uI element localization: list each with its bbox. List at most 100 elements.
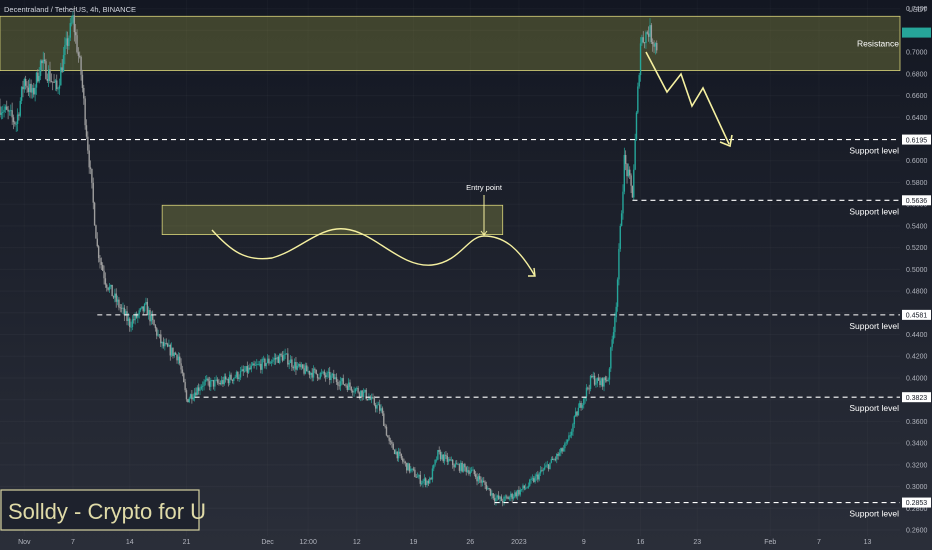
candle-body	[226, 379, 228, 380]
candle-body	[314, 368, 316, 370]
candle-body	[260, 363, 262, 370]
price-tick-label: 0.6000	[906, 158, 928, 165]
candle-body	[446, 455, 448, 462]
candle-body	[454, 463, 457, 468]
candle-body	[307, 371, 309, 372]
candle-body	[488, 488, 490, 489]
candle-body	[229, 374, 231, 384]
candle-body	[619, 225, 621, 249]
candle-body	[406, 462, 408, 471]
candle-body	[357, 387, 359, 393]
candle-body	[460, 462, 462, 471]
time-tick-label: 9	[582, 539, 586, 546]
resistance-zone	[0, 15, 901, 71]
candle-body	[124, 311, 127, 316]
price-flag-label: 0.4581	[906, 313, 928, 320]
candle-body	[629, 169, 631, 176]
candle-body	[579, 402, 581, 408]
candle-body	[447, 459, 450, 462]
candle-body	[276, 356, 278, 360]
candle-body	[497, 495, 500, 499]
candle-body	[422, 481, 424, 484]
candle-body	[545, 465, 547, 468]
candle-body	[427, 480, 430, 484]
candle-body	[241, 369, 243, 372]
time-tick-label: 13	[864, 539, 872, 546]
price-flag-label: 0.6195	[906, 137, 928, 144]
candle-body	[654, 42, 657, 47]
candle-body	[380, 408, 382, 411]
candle-body	[47, 69, 50, 81]
candle-body	[152, 314, 154, 320]
candle-body	[141, 306, 143, 309]
candle-body	[254, 365, 257, 366]
candle-body	[595, 383, 597, 385]
candle-body	[631, 185, 634, 198]
candle-body	[315, 369, 317, 374]
time-axis[interactable]: Nov 7 14 21 Dec 12:00 12 19 26 2023 9 16 23 Feb 7 13	[18, 539, 871, 546]
candle-body	[623, 154, 626, 192]
candle-body	[450, 459, 453, 461]
time-tick-label: 7	[817, 539, 821, 546]
candle-body	[131, 319, 134, 327]
candle-body	[156, 328, 158, 336]
candle-body	[426, 480, 428, 486]
candle-body	[541, 470, 543, 472]
time-tick-label: 12	[353, 539, 361, 546]
candle-body	[484, 482, 486, 485]
candle-body	[188, 398, 190, 403]
candle-body	[399, 451, 401, 454]
candle-body	[130, 326, 132, 328]
candle-body	[537, 474, 539, 480]
candle-body	[110, 284, 112, 287]
candle-body	[383, 413, 385, 426]
candle-body	[135, 313, 138, 318]
candle-body	[274, 358, 277, 360]
candle-body	[64, 45, 66, 56]
candle-body	[303, 368, 305, 374]
candle-body	[641, 37, 643, 44]
candle-body	[212, 380, 215, 387]
entry-pointer-head	[480, 230, 488, 236]
candle-body	[529, 479, 531, 486]
candle-body	[223, 376, 226, 385]
candle-body	[58, 85, 61, 89]
candle-body	[441, 454, 443, 460]
candle-body	[214, 380, 216, 387]
candle-body	[361, 390, 363, 397]
candle-body	[649, 25, 651, 37]
candle-body	[18, 114, 20, 116]
candle-body	[176, 354, 178, 361]
candle-body	[535, 474, 538, 477]
candle-body	[287, 353, 289, 365]
candle-body	[626, 163, 628, 177]
candle-body	[524, 487, 527, 489]
candle-body	[207, 378, 209, 382]
candle-body	[385, 426, 388, 436]
price-tick-label: 0.6800	[906, 71, 928, 78]
candle-body	[200, 386, 203, 389]
candle-body	[6, 106, 8, 110]
price-axis[interactable]: 0.74000.72000.70000.68000.66000.64000.62…	[902, 6, 931, 535]
candle-body	[102, 264, 104, 271]
candle-body	[56, 80, 58, 90]
candle-body	[650, 25, 653, 43]
candle-body	[289, 359, 292, 364]
candle-body	[243, 371, 246, 372]
candle-body	[126, 311, 128, 321]
candle-body	[553, 458, 555, 460]
candle-body	[506, 496, 508, 498]
candle-body	[510, 493, 512, 498]
candle-body	[100, 261, 103, 265]
candle-body	[222, 380, 224, 385]
candle-body	[349, 382, 351, 387]
candle-body	[37, 72, 39, 82]
candle-body	[653, 44, 655, 47]
candle-body	[179, 356, 181, 364]
candle-body	[143, 303, 146, 312]
candle-body	[443, 454, 446, 462]
candle-body	[0, 106, 1, 115]
candle-body	[7, 109, 9, 112]
candle-body	[596, 377, 598, 384]
